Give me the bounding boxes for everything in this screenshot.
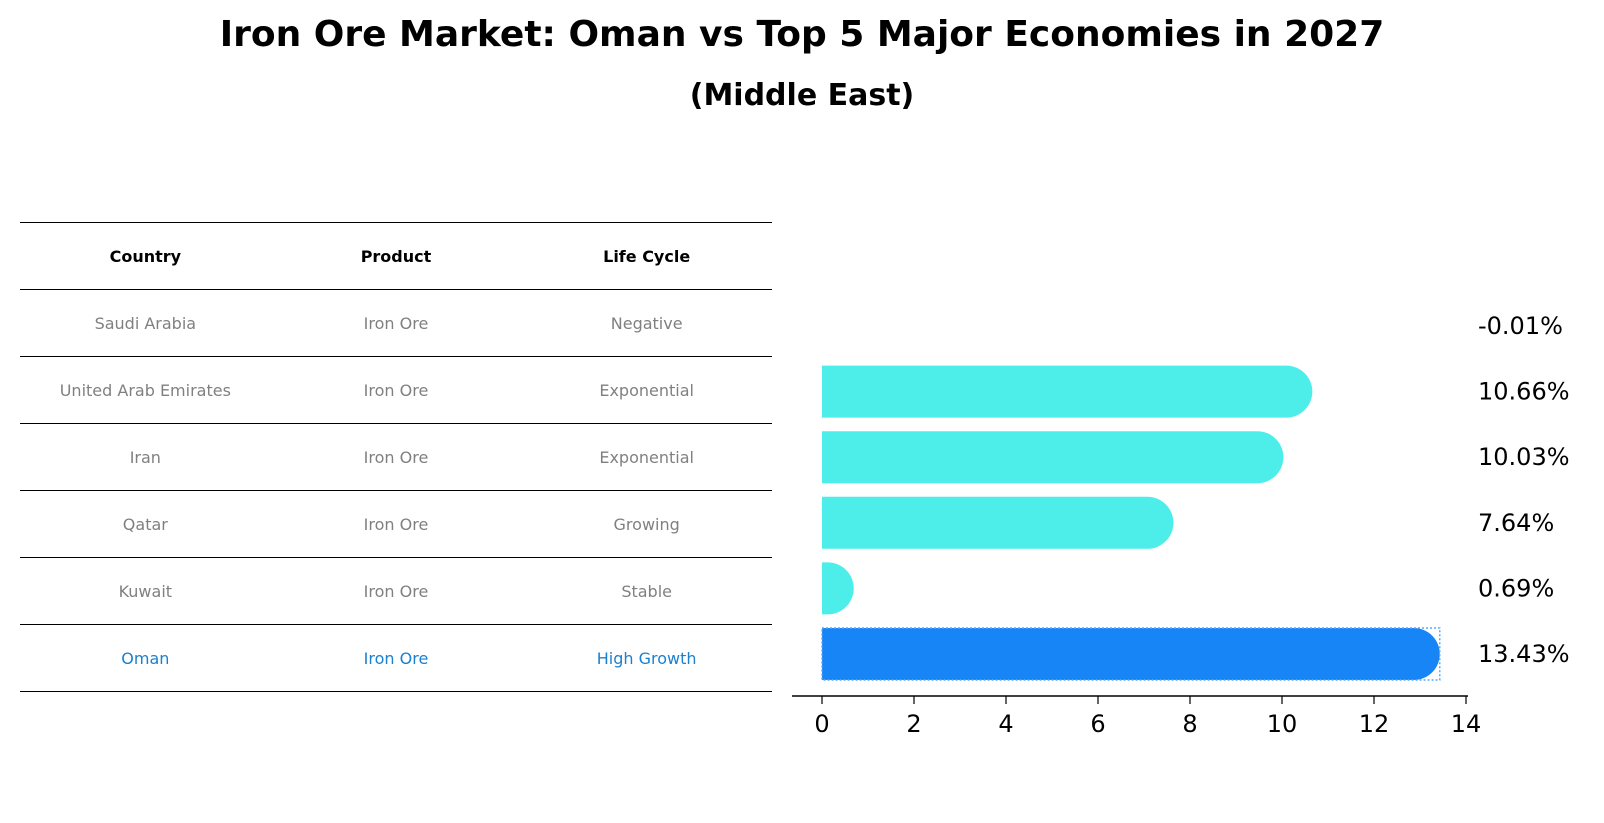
x-tick-label: 8 xyxy=(1182,710,1197,738)
x-tick-label: 0 xyxy=(814,710,829,738)
x-tick-label: 6 xyxy=(1090,710,1105,738)
header-product: Product xyxy=(270,222,522,290)
market-table: Country Product Life Cycle Saudi Arabia … xyxy=(20,222,772,692)
cell-country: Saudi Arabia xyxy=(20,289,271,357)
cell-life-cycle: Stable xyxy=(521,557,772,625)
cell-life-cycle: High Growth xyxy=(521,624,772,692)
cell-country: Qatar xyxy=(20,490,271,558)
x-tick-label: 4 xyxy=(998,710,1013,738)
table-row: Iran Iron Ore Exponential xyxy=(20,423,772,491)
table-header-row: Country Product Life Cycle xyxy=(20,222,772,290)
bar xyxy=(822,562,854,615)
table-row: Kuwait Iron Ore Stable xyxy=(20,557,772,625)
table-row: United Arab Emirates Iron Ore Exponentia… xyxy=(20,356,772,424)
bar-highlight-outline xyxy=(821,627,1441,681)
bar xyxy=(822,365,1313,418)
table-row: Qatar Iron Ore Growing xyxy=(20,490,772,558)
cell-product: Iron Ore xyxy=(270,624,522,692)
bar xyxy=(822,431,1284,484)
bar-value-label: 10.66% xyxy=(1478,378,1570,406)
cell-product: Iron Ore xyxy=(270,557,522,625)
cell-country: Oman xyxy=(20,624,271,692)
cell-product: Iron Ore xyxy=(270,356,522,424)
cell-country: Kuwait xyxy=(20,557,271,625)
cell-life-cycle: Growing xyxy=(521,490,772,558)
x-tick-label: 2 xyxy=(906,710,921,738)
header-life-cycle: Life Cycle xyxy=(521,222,772,290)
bar-highlight xyxy=(822,628,1440,680)
header-country: Country xyxy=(20,222,271,290)
cell-country: Iran xyxy=(20,423,271,491)
bar-value-label: 13.43% xyxy=(1478,640,1570,668)
bar-value-label: -0.01% xyxy=(1478,312,1563,340)
table-row-highlight: Oman Iron Ore High Growth xyxy=(20,624,772,692)
cell-life-cycle: Negative xyxy=(521,289,772,357)
cell-product: Iron Ore xyxy=(270,423,522,491)
chart-title: Iron Ore Market: Oman vs Top 5 Major Eco… xyxy=(219,14,1385,55)
cell-country: United Arab Emirates xyxy=(20,356,271,424)
bar-value-label: 7.64% xyxy=(1478,509,1554,537)
x-tick-label: 14 xyxy=(1451,710,1482,738)
cell-life-cycle: Exponential xyxy=(521,356,772,424)
cell-product: Iron Ore xyxy=(270,289,522,357)
bar-value-label: 10.03% xyxy=(1478,443,1570,471)
cell-life-cycle: Exponential xyxy=(521,423,772,491)
bar xyxy=(821,496,1174,549)
cell-product: Iron Ore xyxy=(270,490,522,558)
table-row: Saudi Arabia Iron Ore Negative xyxy=(20,289,772,357)
bar-value-label: 0.69% xyxy=(1478,574,1554,602)
x-tick-label: 12 xyxy=(1359,710,1390,738)
x-tick-label: 10 xyxy=(1267,710,1298,738)
chart-subtitle: (Middle East) xyxy=(689,78,915,113)
